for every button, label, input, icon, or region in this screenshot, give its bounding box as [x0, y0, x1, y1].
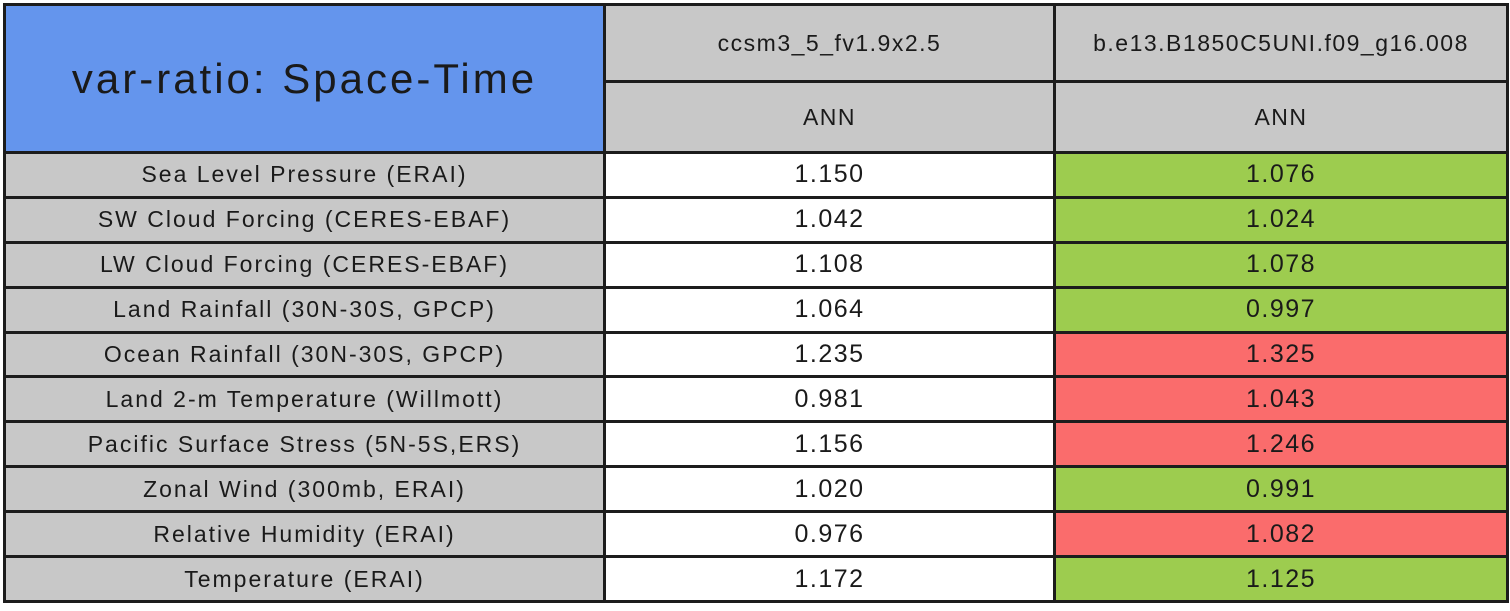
- column-header-model-2: b.e13.B1850C5UNI.f09_g16.008: [1053, 3, 1509, 83]
- header-row-models: var-ratio: Space-Time ccsm3_5_fv1.9x2.5 …: [3, 3, 1509, 154]
- table-row: Relative Humidity (ERAI) 0.976 1.082: [3, 510, 1509, 559]
- table-row: Temperature (ERAI) 1.172 1.125: [3, 555, 1509, 603]
- value-cell-model-1: 1.235: [603, 330, 1056, 379]
- value-cell-model-2: 1.043: [1053, 375, 1509, 424]
- value-cell-model-1: 1.108: [603, 240, 1056, 289]
- row-label: Temperature (ERAI): [3, 555, 606, 603]
- value-cell-model-2: 1.078: [1053, 240, 1509, 289]
- value-cell-model-1: 1.020: [603, 465, 1056, 514]
- metrics-table: var-ratio: Space-Time ccsm3_5_fv1.9x2.5 …: [3, 3, 1509, 603]
- row-label: Land Rainfall (30N-30S, GPCP): [3, 285, 606, 334]
- row-label: Sea Level Pressure (ERAI): [3, 151, 606, 199]
- value-cell-model-2: 1.082: [1053, 510, 1509, 559]
- row-label: Pacific Surface Stress (5N-5S,ERS): [3, 420, 606, 469]
- table-body: Sea Level Pressure (ERAI) 1.150 1.076 SW Cl…: [3, 151, 1509, 603]
- value-cell-model-2: 0.991: [1053, 465, 1509, 514]
- value-cell-model-2: 0.997: [1053, 285, 1509, 334]
- value-cell-model-1: 1.064: [603, 285, 1056, 334]
- table-row: Zonal Wind (300mb, ERAI) 1.020 0.991: [3, 465, 1509, 514]
- value-cell-model-2: 1.125: [1053, 555, 1509, 603]
- header-row-seasons: ANN ANN: [5, 80, 1509, 154]
- table-row: Pacific Surface Stress (5N-5S,ERS) 1.156 1…: [3, 420, 1509, 469]
- table-row: LW Cloud Forcing (CERES-EBAF) 1.108 1.078: [3, 240, 1509, 289]
- row-label: Ocean Rainfall (30N-30S, GPCP): [3, 330, 606, 379]
- value-cell-model-2: 1.076: [1053, 151, 1509, 199]
- row-label: Relative Humidity (ERAI): [3, 510, 606, 559]
- table-container: var-ratio: Space-Time ccsm3_5_fv1.9x2.5 …: [3, 3, 1509, 603]
- table-row: Land 2-m Temperature (Willmott) 0.981 1.04…: [3, 375, 1509, 424]
- season-header-1: ANN: [603, 80, 1056, 154]
- column-header-model-1: ccsm3_5_fv1.9x2.5: [603, 3, 1056, 83]
- row-label: Land 2-m Temperature (Willmott): [3, 375, 606, 424]
- table-row: Ocean Rainfall (30N-30S, GPCP) 1.235 1.325: [3, 330, 1509, 379]
- value-cell-model-1: 1.156: [603, 420, 1056, 469]
- table-row: Sea Level Pressure (ERAI) 1.150 1.076: [3, 151, 1509, 199]
- table-row: Land Rainfall (30N-30S, GPCP) 1.064 0.997: [3, 285, 1509, 334]
- value-cell-model-1: 1.042: [603, 195, 1056, 244]
- value-cell-model-2: 1.024: [1053, 195, 1509, 244]
- value-cell-model-1: 1.150: [603, 151, 1056, 199]
- row-label: LW Cloud Forcing (CERES-EBAF): [3, 240, 606, 289]
- value-cell-model-2: 1.325: [1053, 330, 1509, 379]
- row-label: SW Cloud Forcing (CERES-EBAF): [3, 195, 606, 244]
- value-cell-model-1: 1.172: [603, 555, 1056, 603]
- row-label: Zonal Wind (300mb, ERAI): [3, 465, 606, 514]
- value-cell-model-1: 0.981: [603, 375, 1056, 424]
- season-header-2: ANN: [1053, 80, 1509, 154]
- value-cell-model-1: 0.976: [603, 510, 1056, 559]
- value-cell-model-2: 1.246: [1053, 420, 1509, 469]
- table-row: SW Cloud Forcing (CERES-EBAF) 1.042 1.024: [3, 195, 1509, 244]
- table-title: var-ratio: Space-Time: [3, 3, 606, 154]
